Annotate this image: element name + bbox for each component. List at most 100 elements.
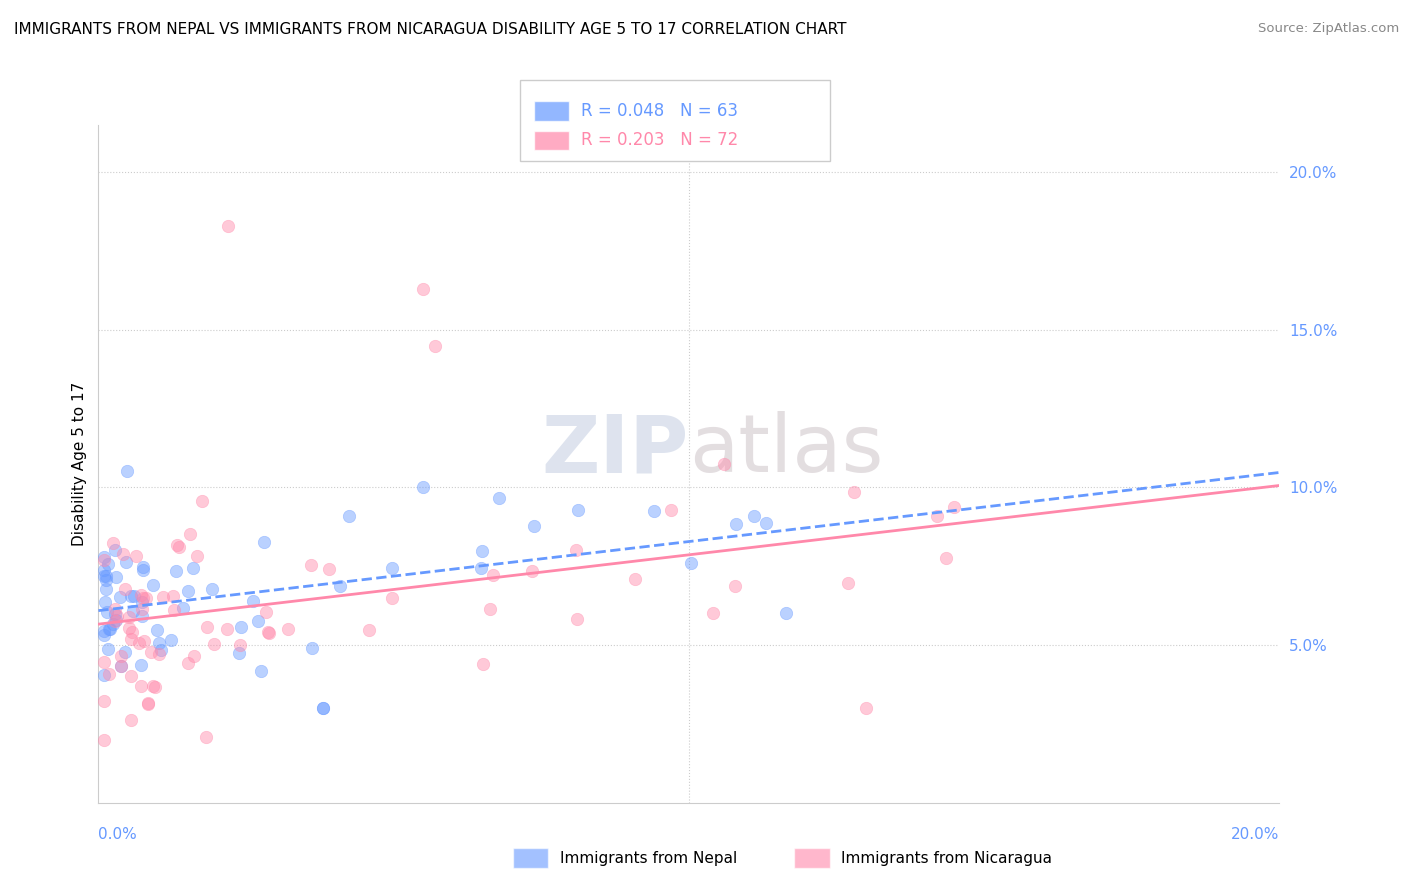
Point: [177, 583, 200, 598]
Point: [111, 547, 134, 561]
Point: [844, 485, 866, 500]
Point: [242, 594, 264, 608]
Point: [523, 518, 546, 533]
Point: [93, 624, 115, 638]
Point: [191, 493, 214, 508]
Point: [179, 527, 201, 541]
Point: [104, 613, 127, 627]
Point: [775, 606, 797, 620]
Point: [93, 655, 115, 669]
Point: [97, 557, 120, 571]
Y-axis label: Disability Age 5 to 17: Disability Age 5 to 17: [72, 382, 87, 546]
Point: [301, 641, 323, 656]
Point: [166, 538, 188, 552]
Point: [121, 624, 143, 639]
Point: [120, 669, 142, 683]
Point: [93, 595, 115, 609]
Text: Immigrants from Nicaragua: Immigrants from Nicaragua: [841, 851, 1052, 865]
Point: [724, 579, 747, 593]
Point: [105, 609, 128, 624]
Point: [177, 656, 200, 670]
Point: [93, 552, 115, 566]
Point: [186, 549, 208, 563]
Point: [132, 591, 155, 606]
Point: [471, 543, 494, 558]
Point: [935, 550, 957, 565]
Point: [567, 502, 589, 516]
Point: [163, 603, 186, 617]
Point: [101, 617, 124, 632]
Point: [104, 543, 127, 558]
Point: [482, 568, 505, 582]
Point: [257, 624, 280, 639]
Point: [470, 561, 492, 575]
Point: [160, 633, 183, 648]
Point: [139, 645, 162, 659]
Point: [136, 697, 159, 711]
Point: [412, 481, 434, 495]
Point: [135, 591, 157, 605]
Point: [114, 645, 136, 659]
Point: [104, 614, 127, 628]
Point: [643, 504, 665, 518]
Point: [488, 491, 510, 505]
Text: ZIP: ZIP: [541, 411, 689, 490]
Point: [312, 701, 335, 715]
Point: [724, 516, 747, 531]
Point: [104, 602, 127, 616]
Point: [713, 458, 735, 472]
Point: [101, 535, 124, 549]
Text: R = 0.203   N = 72: R = 0.203 N = 72: [581, 131, 738, 150]
Point: [118, 610, 141, 624]
Point: [381, 560, 404, 574]
Point: [148, 647, 170, 661]
Point: [357, 623, 380, 637]
Point: [131, 608, 153, 623]
Point: [148, 636, 170, 650]
Point: [93, 628, 115, 642]
Text: R = 0.048   N = 63: R = 0.048 N = 63: [581, 102, 738, 120]
Point: [217, 622, 239, 636]
Point: [659, 503, 682, 517]
Point: [312, 701, 335, 715]
Point: [202, 636, 225, 650]
Point: [115, 464, 138, 478]
Point: [217, 219, 239, 233]
Text: Source: ZipAtlas.com: Source: ZipAtlas.com: [1258, 22, 1399, 36]
Point: [257, 625, 280, 640]
Text: Immigrants from Nepal: Immigrants from Nepal: [560, 851, 737, 865]
Point: [129, 658, 152, 673]
Point: [299, 558, 322, 572]
Point: [114, 555, 136, 569]
Point: [93, 569, 115, 583]
Point: [131, 594, 153, 608]
Point: [194, 730, 217, 744]
Point: [162, 590, 184, 604]
Point: [118, 621, 141, 635]
Point: [381, 591, 404, 605]
Point: [114, 582, 136, 597]
Point: [142, 679, 165, 693]
Point: [565, 612, 588, 626]
Point: [96, 582, 118, 596]
Point: [98, 622, 121, 636]
Point: [120, 589, 142, 603]
Point: [129, 588, 152, 602]
Point: [110, 658, 132, 673]
Point: [167, 540, 190, 554]
Point: [97, 642, 120, 657]
Point: [172, 600, 194, 615]
Point: [93, 668, 115, 682]
Point: [201, 582, 224, 596]
Point: [329, 579, 352, 593]
Point: [943, 500, 966, 514]
Point: [93, 732, 115, 747]
Point: [104, 607, 127, 622]
Point: [277, 622, 299, 636]
Point: [97, 622, 120, 636]
Point: [129, 679, 152, 693]
Point: [195, 620, 218, 634]
Text: 20.0%: 20.0%: [1232, 827, 1279, 841]
Point: [183, 561, 205, 575]
Point: [702, 606, 724, 620]
